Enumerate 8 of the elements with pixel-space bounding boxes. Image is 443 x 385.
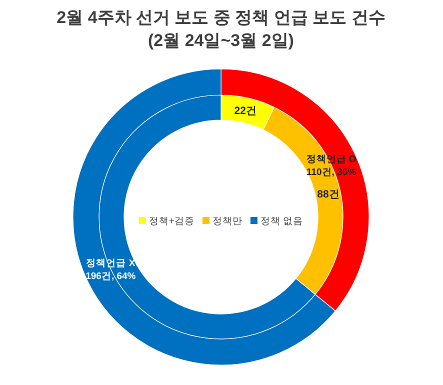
data-label: 196건, 64% [86,271,136,282]
chart-title: 2월 4주차 선거 보도 중 정책 언급 보도 건수 [56,8,386,27]
chart-subtitle: (2월 24일~3월 2일) [148,31,294,50]
legend-label: 정책+검증 [148,216,194,227]
data-label: 88건 [317,188,340,200]
legend-label: 정책만 [212,216,242,227]
legend-label: 정책 없음 [260,216,304,227]
data-label: 22건 [234,104,257,117]
